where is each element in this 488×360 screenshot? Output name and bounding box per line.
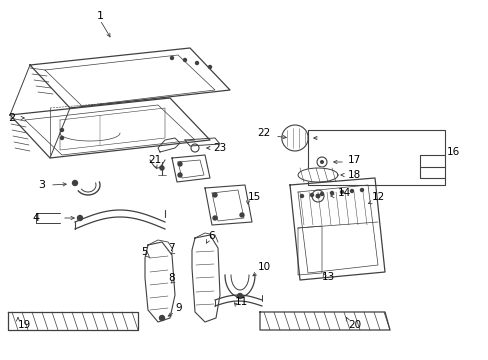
- Text: 13: 13: [321, 272, 335, 282]
- Circle shape: [61, 129, 63, 131]
- Text: 6: 6: [207, 231, 214, 241]
- Text: 4: 4: [32, 213, 40, 223]
- Circle shape: [350, 189, 353, 193]
- Circle shape: [315, 194, 320, 198]
- Text: 19: 19: [18, 320, 31, 330]
- Text: 11: 11: [235, 297, 248, 307]
- Circle shape: [300, 194, 303, 198]
- Text: 3: 3: [39, 180, 45, 190]
- Circle shape: [330, 192, 333, 194]
- Circle shape: [237, 293, 242, 298]
- Circle shape: [208, 66, 211, 68]
- Circle shape: [319, 160, 324, 164]
- Circle shape: [213, 216, 217, 220]
- Circle shape: [170, 57, 173, 59]
- Circle shape: [159, 315, 164, 320]
- Text: 23: 23: [213, 143, 226, 153]
- Circle shape: [178, 162, 182, 166]
- Text: 12: 12: [371, 192, 385, 202]
- Text: 5: 5: [141, 247, 148, 257]
- Circle shape: [240, 213, 244, 217]
- Text: 21: 21: [148, 155, 162, 165]
- Text: 16: 16: [446, 147, 459, 157]
- Circle shape: [61, 136, 63, 140]
- Polygon shape: [298, 168, 337, 182]
- Text: 9: 9: [175, 303, 181, 313]
- Circle shape: [360, 189, 363, 192]
- Circle shape: [310, 194, 313, 197]
- Circle shape: [160, 166, 163, 170]
- Text: 14: 14: [337, 188, 350, 198]
- Text: 22: 22: [256, 128, 269, 138]
- Circle shape: [183, 59, 186, 62]
- Circle shape: [195, 62, 198, 64]
- Text: 18: 18: [347, 170, 361, 180]
- Text: 8: 8: [168, 273, 174, 283]
- Text: 20: 20: [347, 320, 360, 330]
- Circle shape: [72, 180, 77, 185]
- Text: 1: 1: [96, 11, 103, 21]
- Circle shape: [340, 190, 343, 194]
- Circle shape: [77, 216, 82, 220]
- Circle shape: [320, 193, 323, 195]
- Text: 10: 10: [258, 262, 270, 272]
- Circle shape: [213, 193, 217, 197]
- Polygon shape: [281, 125, 307, 151]
- Text: 2: 2: [8, 113, 16, 123]
- Text: 17: 17: [347, 155, 361, 165]
- Text: 7: 7: [168, 243, 174, 253]
- Circle shape: [178, 173, 182, 177]
- Text: 15: 15: [247, 192, 261, 202]
